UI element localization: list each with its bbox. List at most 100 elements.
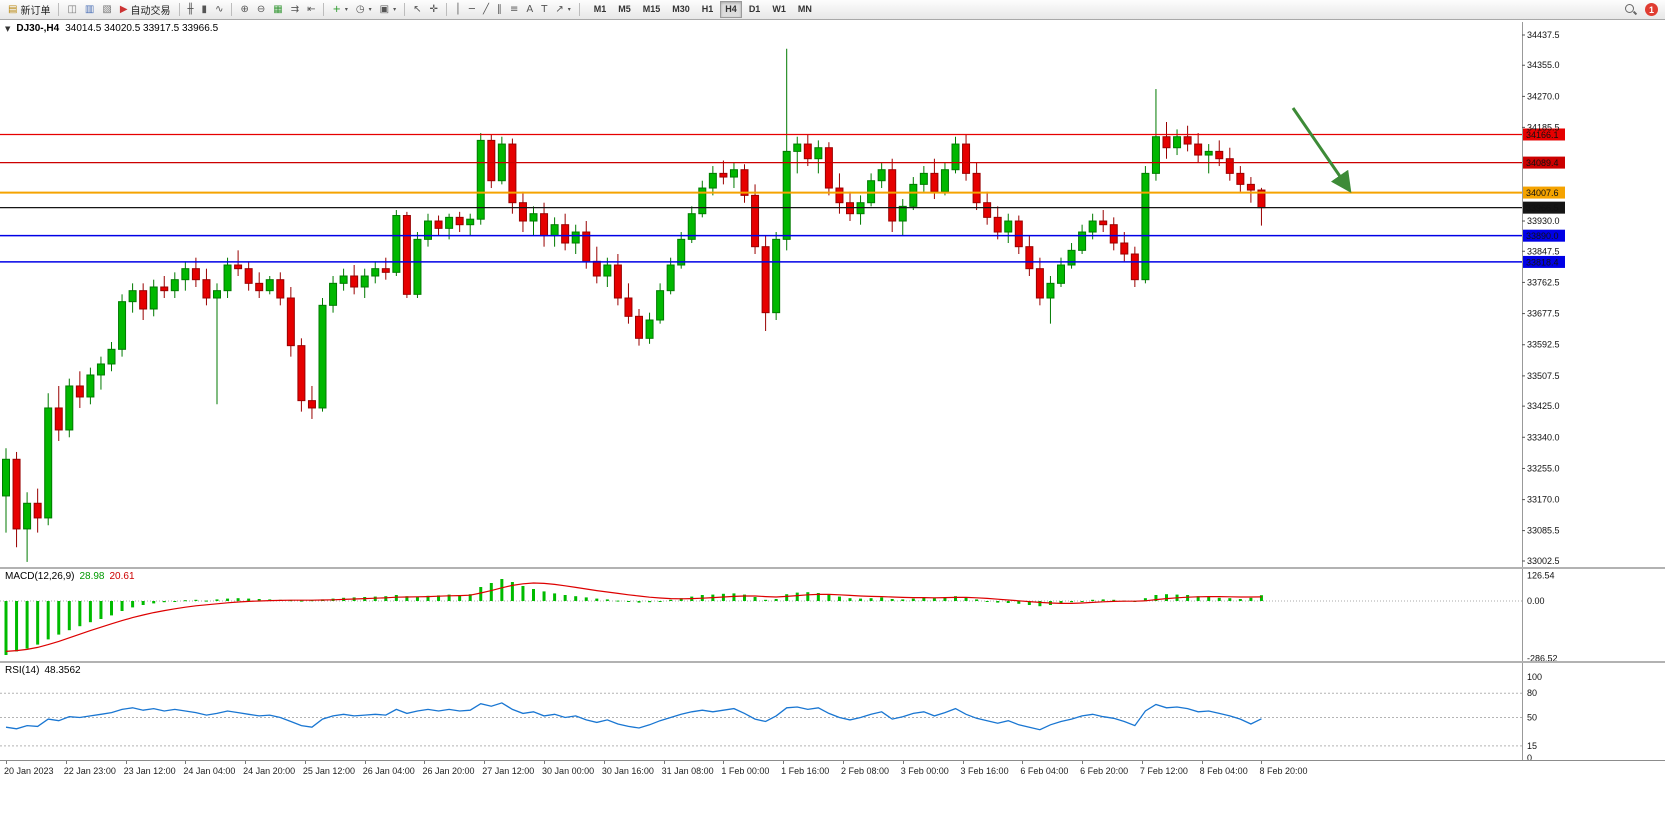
zoom-out-button[interactable]: ⊖ <box>253 0 269 19</box>
candle-down <box>962 134 971 181</box>
notification-badge[interactable]: 1 <box>1645 3 1658 16</box>
macd-panel[interactable]: 126.54 0.00 -286.52 <box>0 569 1665 661</box>
timeframe-button-D1[interactable]: D1 <box>748 4 761 14</box>
crosshair-button[interactable]: ✛ <box>425 0 441 19</box>
macd-bar <box>743 594 746 601</box>
toolbar: ▤ 新订单 ◫ ▥ ▧ ▶ 自动交易 ╫ ▮ ∿ ⊕ ⊖ ▦ ⇉ ⇤ + ▾ ◷ ▾ ▣ ▾ ↖ ✛ │ ─ ╱ ∥ ≡ A T ↗ ▾ M1… <box>0 0 1665 20</box>
chart-shift-button[interactable]: ⇤ <box>303 0 319 19</box>
price-line-badge <box>1523 156 1565 169</box>
candle-up <box>666 257 675 295</box>
channel-button[interactable]: ∥ <box>493 0 506 19</box>
macd-bar <box>1091 599 1095 601</box>
candle-up <box>497 136 506 185</box>
trend-arrow[interactable] <box>1291 107 1352 193</box>
candle-up <box>1078 224 1087 255</box>
tile-windows-button-icon: ▦ <box>273 4 283 15</box>
vertical-line-button-icon: │ <box>454 4 461 15</box>
text-button[interactable]: A <box>522 0 537 19</box>
arrows-button[interactable]: ↗ ▾ <box>551 0 574 19</box>
rsi-axis-label: 100 <box>1527 672 1542 682</box>
horizontal-line-button-icon: ─ <box>468 4 475 15</box>
vertical-line-button[interactable]: │ <box>451 0 465 19</box>
time-tick <box>663 761 665 764</box>
auto-trading-button[interactable]: ▶ 自动交易 <box>116 0 175 19</box>
timeframe-button-MN[interactable]: MN <box>797 4 812 14</box>
macd-bar <box>626 601 630 602</box>
timeframe-button-M1[interactable]: M1 <box>593 4 607 14</box>
timeframe-button-W1[interactable]: W1 <box>772 4 786 14</box>
macd-bar <box>1059 601 1063 604</box>
label-button[interactable]: T <box>537 0 551 19</box>
macd-bar <box>120 601 124 611</box>
timeframe-button-M5[interactable]: M5 <box>618 4 631 14</box>
fibonacci-button[interactable]: ≡ <box>506 0 522 19</box>
rsi-axis-label: 0 <box>1527 753 1532 760</box>
indicators-button[interactable]: + ▾ <box>328 0 351 19</box>
candlestick-chart-button-icon: ▮ <box>201 4 208 15</box>
candlestick-chart-button[interactable]: ▮ <box>198 0 212 19</box>
auto-scroll-button[interactable]: ⇉ <box>287 0 303 19</box>
candle-up <box>645 312 654 344</box>
candle-down <box>1225 147 1234 181</box>
crosshair-button-icon: ✛ <box>429 4 438 15</box>
candle-up <box>1204 144 1213 174</box>
candle-down <box>508 138 517 214</box>
macd-bar <box>99 601 103 619</box>
price-chart[interactable]: 34166.1 34089.4 34007.6 33966.5 33890.0 33818… <box>0 22 1665 567</box>
search-icon[interactable] <box>1624 3 1638 16</box>
macd-bar <box>837 596 841 601</box>
price-line-badge <box>1523 186 1565 199</box>
candle-up <box>772 232 781 320</box>
candle-down <box>740 164 749 203</box>
periods-button[interactable]: ◷ ▾ <box>352 0 376 19</box>
candle-up <box>371 261 380 284</box>
candle-up <box>86 367 95 405</box>
toolbar-separator <box>178 3 180 16</box>
rsi-value: 48.3562 <box>44 665 81 676</box>
text-button-icon: A <box>526 4 534 15</box>
chart-collapse-icon[interactable]: ▼ <box>5 24 11 33</box>
auto-scroll-button-icon: ⇉ <box>290 4 300 15</box>
trendline-button[interactable]: ╱ <box>479 0 493 19</box>
macd-bar <box>247 598 251 601</box>
charts-button[interactable]: ◫ <box>63 0 80 19</box>
timeframe-button-H4[interactable]: H4 <box>720 1 742 18</box>
macd-bar <box>489 583 493 601</box>
timeframe-button-M30[interactable]: M30 <box>672 4 690 14</box>
timeframe-toolbar: M1 M5 M15 M30 H1 H4 D1 W1 MN <box>588 1 818 18</box>
chart-window: ▼ DJ30-,H4 34014.5 34020.5 33917.5 33966… <box>0 19 1665 831</box>
zoom-in-button[interactable]: ⊕ <box>236 0 252 19</box>
terminal-button[interactable]: ▧ <box>98 0 115 19</box>
tile-windows-button[interactable]: ▦ <box>269 0 286 19</box>
panel-splitter-rsi[interactable] <box>0 661 1665 663</box>
price-tick-label: 33592.5 <box>1527 340 1560 350</box>
candle-down <box>381 257 390 280</box>
profiles-button[interactable]: ▥ <box>81 0 98 19</box>
macd-bar <box>848 598 852 601</box>
timeframe-button-H1[interactable]: H1 <box>701 4 714 14</box>
time-tick <box>6 761 7 764</box>
macd-label: MACD(12,26,9) 28.98 20.61 <box>5 571 135 582</box>
timeframe-button-M15[interactable]: M15 <box>642 4 661 14</box>
macd-signal-value: 20.61 <box>109 571 135 582</box>
panel-splitter-macd[interactable] <box>0 567 1665 569</box>
rsi-panel[interactable]: 100 80 50 15 0 <box>0 663 1665 760</box>
macd-main-value: 28.98 <box>79 571 105 582</box>
price-axis[interactable]: 34437.5 34355.0 34270.0 34185.5 33930.0 33847… <box>1522 22 1560 567</box>
templates-button[interactable]: ▣ ▾ <box>376 0 400 19</box>
candle-up <box>698 180 707 218</box>
line-chart-button[interactable]: ∿ <box>211 0 227 19</box>
new-order-button[interactable]: ▤ 新订单 <box>4 0 54 19</box>
candle-up <box>1004 213 1013 244</box>
horizontal-line-button[interactable]: ─ <box>465 0 479 19</box>
macd-bar <box>25 601 29 649</box>
time-axis[interactable]: 20 Jan 2023 22 Jan 23:00 23 Jan 12:00 24 Ja… <box>0 760 1665 783</box>
candle-up <box>265 276 274 295</box>
new-order-button-label: 新订单 <box>20 6 51 17</box>
candle-up <box>856 195 865 225</box>
macd-bar <box>1165 594 1168 601</box>
candle-up <box>919 166 928 192</box>
cursor-button[interactable]: ↖ <box>409 0 425 19</box>
bar-chart-button[interactable]: ╫ <box>184 0 198 19</box>
